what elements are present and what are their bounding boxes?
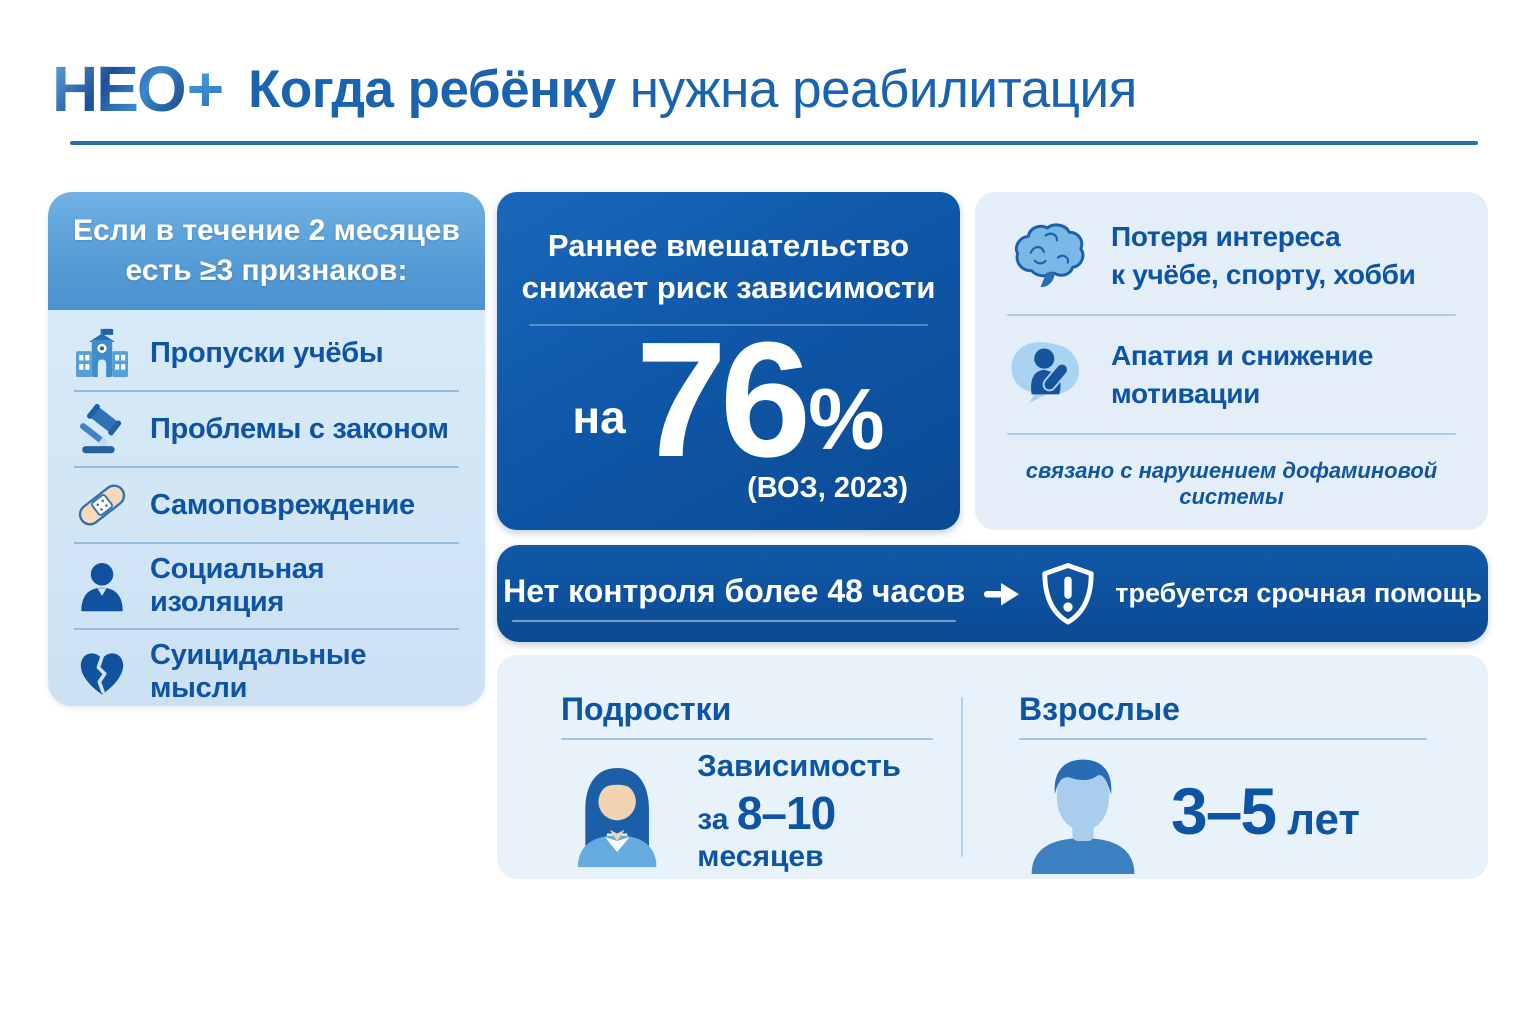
stat-percent-sign: % (808, 371, 885, 468)
teens-title: Подростки (561, 691, 732, 727)
teens-line2: за 8–10 месяцев (697, 786, 961, 874)
list-item-label: Пропуски учёбы (150, 336, 384, 369)
alert-right-text: требуется срочная помощь (1115, 578, 1482, 608)
shield-alert-icon (1042, 562, 1094, 624)
stat-divider (529, 324, 928, 327)
bandage-icon (74, 477, 130, 533)
adults-value: 3–5 (1171, 774, 1277, 848)
neo-plus-logo: НЕО + (52, 52, 224, 126)
symptom-line1: Потеря интереса (1111, 221, 1341, 252)
apathy-icon (1007, 338, 1089, 412)
logo-plus-icon: + (186, 53, 224, 125)
school-icon (74, 325, 130, 381)
signs-panel: Если в течение 2 месяцев есть ≥3 признак… (48, 192, 485, 706)
teens-text: Зависимость за 8–10 месяцев (697, 748, 961, 874)
symptom-label: Апатия и снижение мотивации (1111, 337, 1373, 412)
teen-girl-avatar (577, 767, 657, 868)
timeline-teens: Подростки Зависимость за 8–10 месяцев (497, 655, 961, 879)
symptom-line1: Апатия и снижение (1111, 340, 1374, 371)
list-item-law: Проблемы с законом (74, 390, 459, 466)
stat-panel: Раннее вмешательство снижает риск зависи… (497, 192, 960, 530)
symptoms-divider (1007, 433, 1456, 436)
symptoms-panel: Потеря интереса к учёбе, спорту, хобби А… (975, 192, 1488, 530)
signs-panel-heading: Если в течение 2 месяцев есть ≥3 признак… (48, 192, 485, 310)
timeline-vertical-divider (961, 697, 963, 857)
teens-line1: Зависимость (697, 748, 901, 783)
adults-row: 3–5 лет (1019, 748, 1488, 874)
teens-underline (561, 738, 933, 740)
symptom-line2: к учёбе, спорту, хобби (1111, 258, 1416, 290)
gavel-icon (74, 401, 130, 457)
person-icon (74, 558, 130, 614)
adults-text: 3–5 лет (1171, 773, 1360, 849)
logo-text: НЕО (52, 53, 187, 125)
page-title: Когда ребёнку нужна реабилитация (248, 59, 1137, 120)
timeline-adults: Взрослые 3–5 лет (963, 655, 1488, 879)
symptoms-divider (1007, 314, 1456, 317)
signs-heading-line2: есть ≥3 признаков: (125, 254, 408, 287)
adults-title: Взрослые (1019, 691, 1180, 727)
alert-banner: Нет контроля более 48 часов требуется ср… (497, 545, 1488, 642)
list-item-label: Самоповреждение (150, 488, 415, 521)
page-title-rest: нужна реабилитация (615, 59, 1138, 119)
symptom-line2: мотивации (1111, 377, 1261, 409)
symptom-label: Потеря интереса к учёбе, спорту, хобби (1111, 218, 1416, 293)
symptoms-footnote: связано с нарушением дофаминовой системы (1025, 458, 1438, 509)
list-item-label: Суицидальные мысли (150, 639, 367, 704)
teens-row: Зависимость за 8–10 месяцев (561, 748, 961, 874)
list-item-apathy: Апатия и снижение мотивации (1007, 337, 1456, 412)
arrow-right-icon (984, 582, 1020, 605)
signs-list: Пропуски учёбы Проблемы с закон (48, 310, 485, 706)
teens-line2-suffix: месяцев (697, 840, 824, 873)
stat-line2: снижает риск зависимости (521, 270, 936, 306)
list-item-suicidal: Суицидальные мысли (74, 628, 459, 706)
list-item-isolation: Социальная изоляция (74, 542, 459, 628)
stat-big-number: на 76 % (497, 308, 960, 492)
alert-left-text: Нет контроля более 48 часов (503, 573, 965, 622)
page-title-bold: Когда ребёнку (248, 59, 616, 119)
adults-underline (1019, 738, 1427, 740)
timeline-panel: Подростки Зависимость за 8–10 месяцев Вз… (497, 655, 1488, 879)
stat-value: 76 (635, 308, 811, 492)
list-item-label: Проблемы с законом (150, 412, 449, 445)
signs-heading-line1: Если в течение 2 месяцев (73, 214, 460, 248)
brain-icon (1007, 219, 1089, 293)
list-item-interest-loss: Потеря интереса к учёбе, спорту, хобби (1007, 218, 1456, 293)
header-divider (70, 141, 1478, 145)
list-item-school: Пропуски учёбы (74, 316, 459, 390)
list-item-selfharm: Самоповреждение (74, 466, 459, 542)
stat-source: (ВОЗ, 2023) (747, 471, 908, 504)
adult-man-avatar (1031, 759, 1135, 874)
teens-line2-value: 8–10 (736, 787, 836, 839)
stat-prefix: на (572, 390, 626, 443)
teens-line2-prefix: за (697, 803, 737, 836)
broken-heart-icon (74, 644, 130, 700)
header: НЕО + Когда ребёнку нужна реабилитация (52, 46, 1137, 132)
stat-line1: Раннее вмешательство (547, 228, 910, 263)
list-item-label: Социальная изоляция (150, 553, 325, 618)
adults-suffix: лет (1287, 795, 1360, 844)
